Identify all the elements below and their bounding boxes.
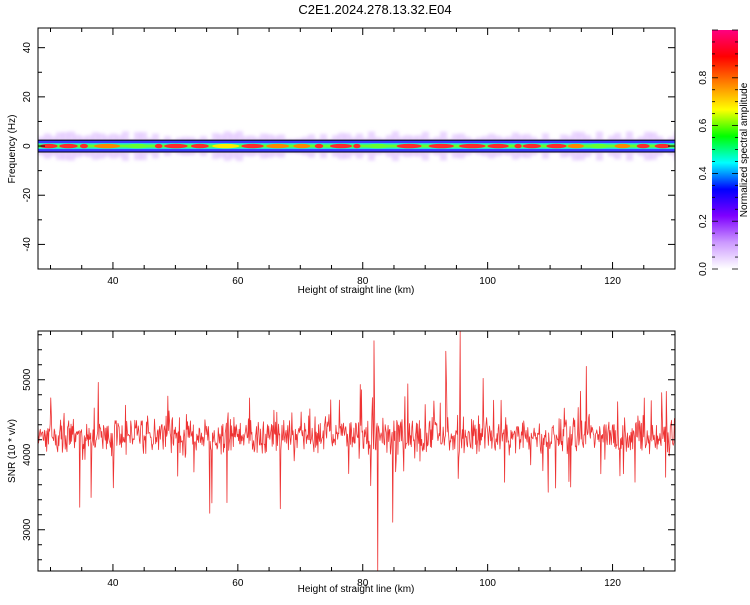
colorbar-ticks: 0.0 0.2 0.4 0.6 0.8 <box>698 29 738 276</box>
spectrogram-y-tick-label: 40 <box>22 42 33 54</box>
snr-x-ticks: 40 60 80 100 120 <box>49 331 676 589</box>
spectrogram-y-ticks: -40 -20 0 20 40 <box>22 42 675 270</box>
snr-y-tick-label: 5000 <box>22 368 33 391</box>
colorbar-tick-label: 0.6 <box>698 118 709 132</box>
snr-series-line <box>38 331 675 571</box>
colorbar-tick-label: 0.0 <box>698 262 709 276</box>
snr-x-tick-label: 120 <box>604 578 621 589</box>
spectrogram-x-tick-label: 60 <box>232 276 244 287</box>
colorbar-tick-label: 0.8 <box>698 70 709 84</box>
spectrogram-y-axis-label: Frequency (Hz) <box>7 115 18 184</box>
snr-x-axis-label: Height of straight line (km) <box>298 584 415 595</box>
spectrogram-y-tick-label: 0 <box>22 143 33 149</box>
spectrogram-peaks <box>40 143 671 149</box>
spectrogram-panel: 40 60 80 100 120 -40 -20 0 20 40 Height of strai… <box>7 27 676 296</box>
spectrogram-x-axis-label: Height of straight line (km) <box>298 285 415 296</box>
spectrogram-x-tick-label: 40 <box>107 276 119 287</box>
snr-x-tick-label: 100 <box>479 578 496 589</box>
spectrogram-x-ticks: 40 60 80 100 120 <box>49 28 676 287</box>
snr-frame <box>37 330 676 572</box>
spectrogram-x-tick-label: 100 <box>479 276 496 287</box>
spectrogram-y-tick-label: 20 <box>22 91 33 103</box>
spectrogram-x-tick-label: 80 <box>357 276 369 287</box>
figure-title: C2E1.2024.278.13.32.E04 <box>298 2 451 17</box>
spectrogram-frame <box>37 27 676 270</box>
snr-x-tick-label: 80 <box>357 578 369 589</box>
snr-x-tick-label: 40 <box>107 578 119 589</box>
snr-y-axis-label: SNR (10 * v/v) <box>7 419 18 483</box>
snr-y-ticks: 3000 4000 5000 <box>22 334 675 561</box>
spectrogram-band <box>38 131 675 162</box>
colorbar-gradient <box>712 30 738 269</box>
snr-panel: 40 60 80 100 120 3000 4000 5000 Height of stra… <box>7 330 676 595</box>
colorbar: 0.0 0.2 0.4 0.6 0.8 Normalized spectral ampl… <box>698 29 750 276</box>
snr-y-tick-label: 4000 <box>22 443 33 466</box>
spectrogram-x-tick-label: 120 <box>604 276 621 287</box>
spectrogram-y-tick-label: -40 <box>22 237 33 252</box>
colorbar-label: Normalized spectral amplitude <box>739 82 750 217</box>
snr-y-tick-label: 3000 <box>22 518 33 541</box>
spectrogram-y-tick-label: -20 <box>22 188 33 203</box>
colorbar-tick-label: 0.2 <box>698 214 709 228</box>
snr-x-tick-label: 60 <box>232 578 244 589</box>
colorbar-tick-label: 0.4 <box>698 166 709 180</box>
